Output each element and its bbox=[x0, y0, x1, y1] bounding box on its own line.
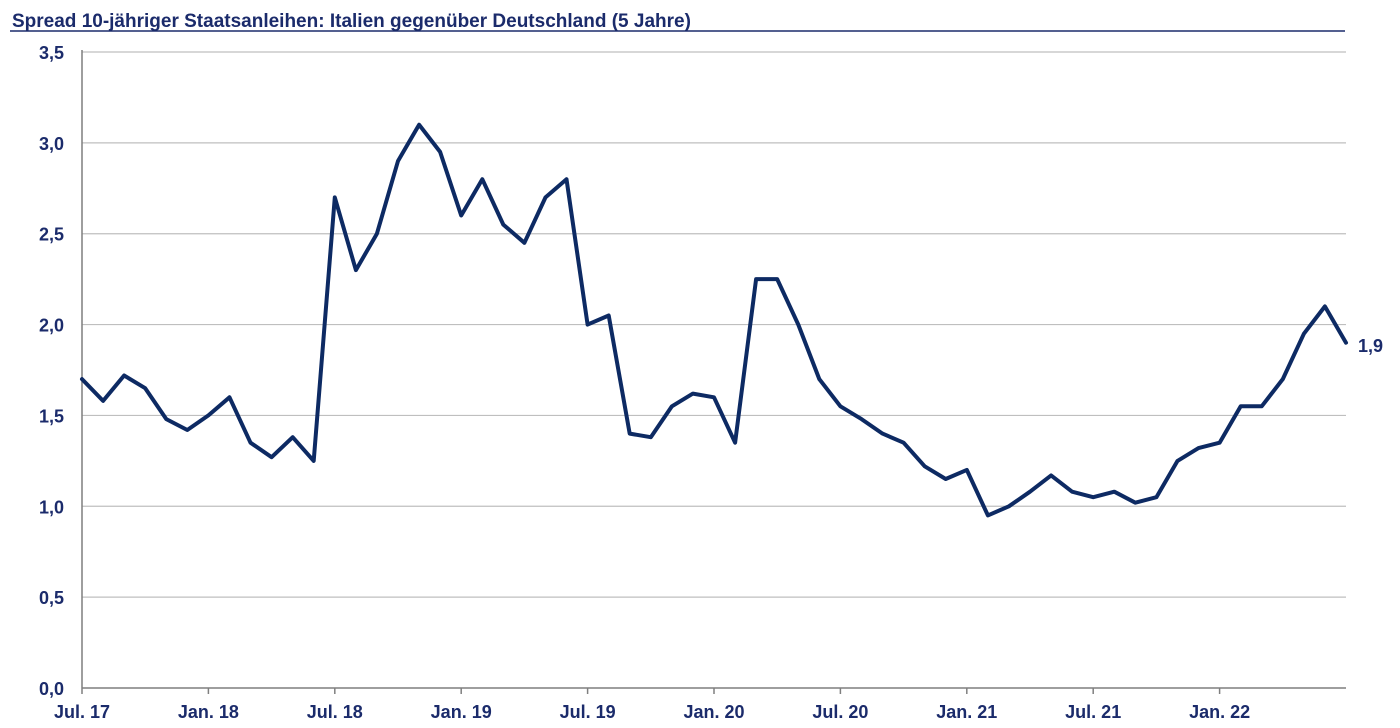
x-tick-label: Jan. 21 bbox=[936, 702, 997, 722]
x-tick-labels: Jul. 17 Jan. 18 Jul. 18 Jan. 19 Jul. 19 Jan. … bbox=[54, 702, 1250, 722]
grid bbox=[82, 51, 1346, 598]
y-tick-label: 0,5 bbox=[39, 588, 64, 608]
x-tick-label: Jan. 22 bbox=[1189, 702, 1250, 722]
x-tick-label: Jul. 18 bbox=[307, 702, 363, 722]
x-tick-label: Jul. 21 bbox=[1065, 702, 1121, 722]
series-line-italy-germany-spread bbox=[80, 122, 1348, 518]
y-tick-label: 2,0 bbox=[39, 316, 64, 336]
x-tick-label: Jan. 18 bbox=[178, 702, 239, 722]
x-tick-label: Jan. 20 bbox=[683, 702, 744, 722]
end-value-label: 1,9 bbox=[1358, 336, 1383, 356]
axes bbox=[81, 50, 1346, 694]
y-tick-label: 1,5 bbox=[39, 406, 64, 426]
y-tick-labels: 0,0 0,5 1,0 1,5 2,0 2,5 3,0 3,5 bbox=[39, 43, 64, 699]
x-tick-label: Jul. 20 bbox=[812, 702, 868, 722]
y-tick-label: 3,5 bbox=[39, 43, 64, 63]
x-tick-label: Jul. 19 bbox=[560, 702, 616, 722]
y-tick-label: 3,0 bbox=[39, 134, 64, 154]
x-tick-label: Jan. 19 bbox=[431, 702, 492, 722]
chart-title: Spread 10-jähriger Staatsanleihen: Itali… bbox=[12, 11, 691, 32]
x-tick-label: Jul. 17 bbox=[54, 702, 110, 722]
y-tick-label: 0,0 bbox=[39, 679, 64, 699]
y-tick-label: 1,0 bbox=[39, 497, 64, 517]
y-tick-label: 2,5 bbox=[39, 225, 64, 245]
series bbox=[80, 122, 1348, 518]
